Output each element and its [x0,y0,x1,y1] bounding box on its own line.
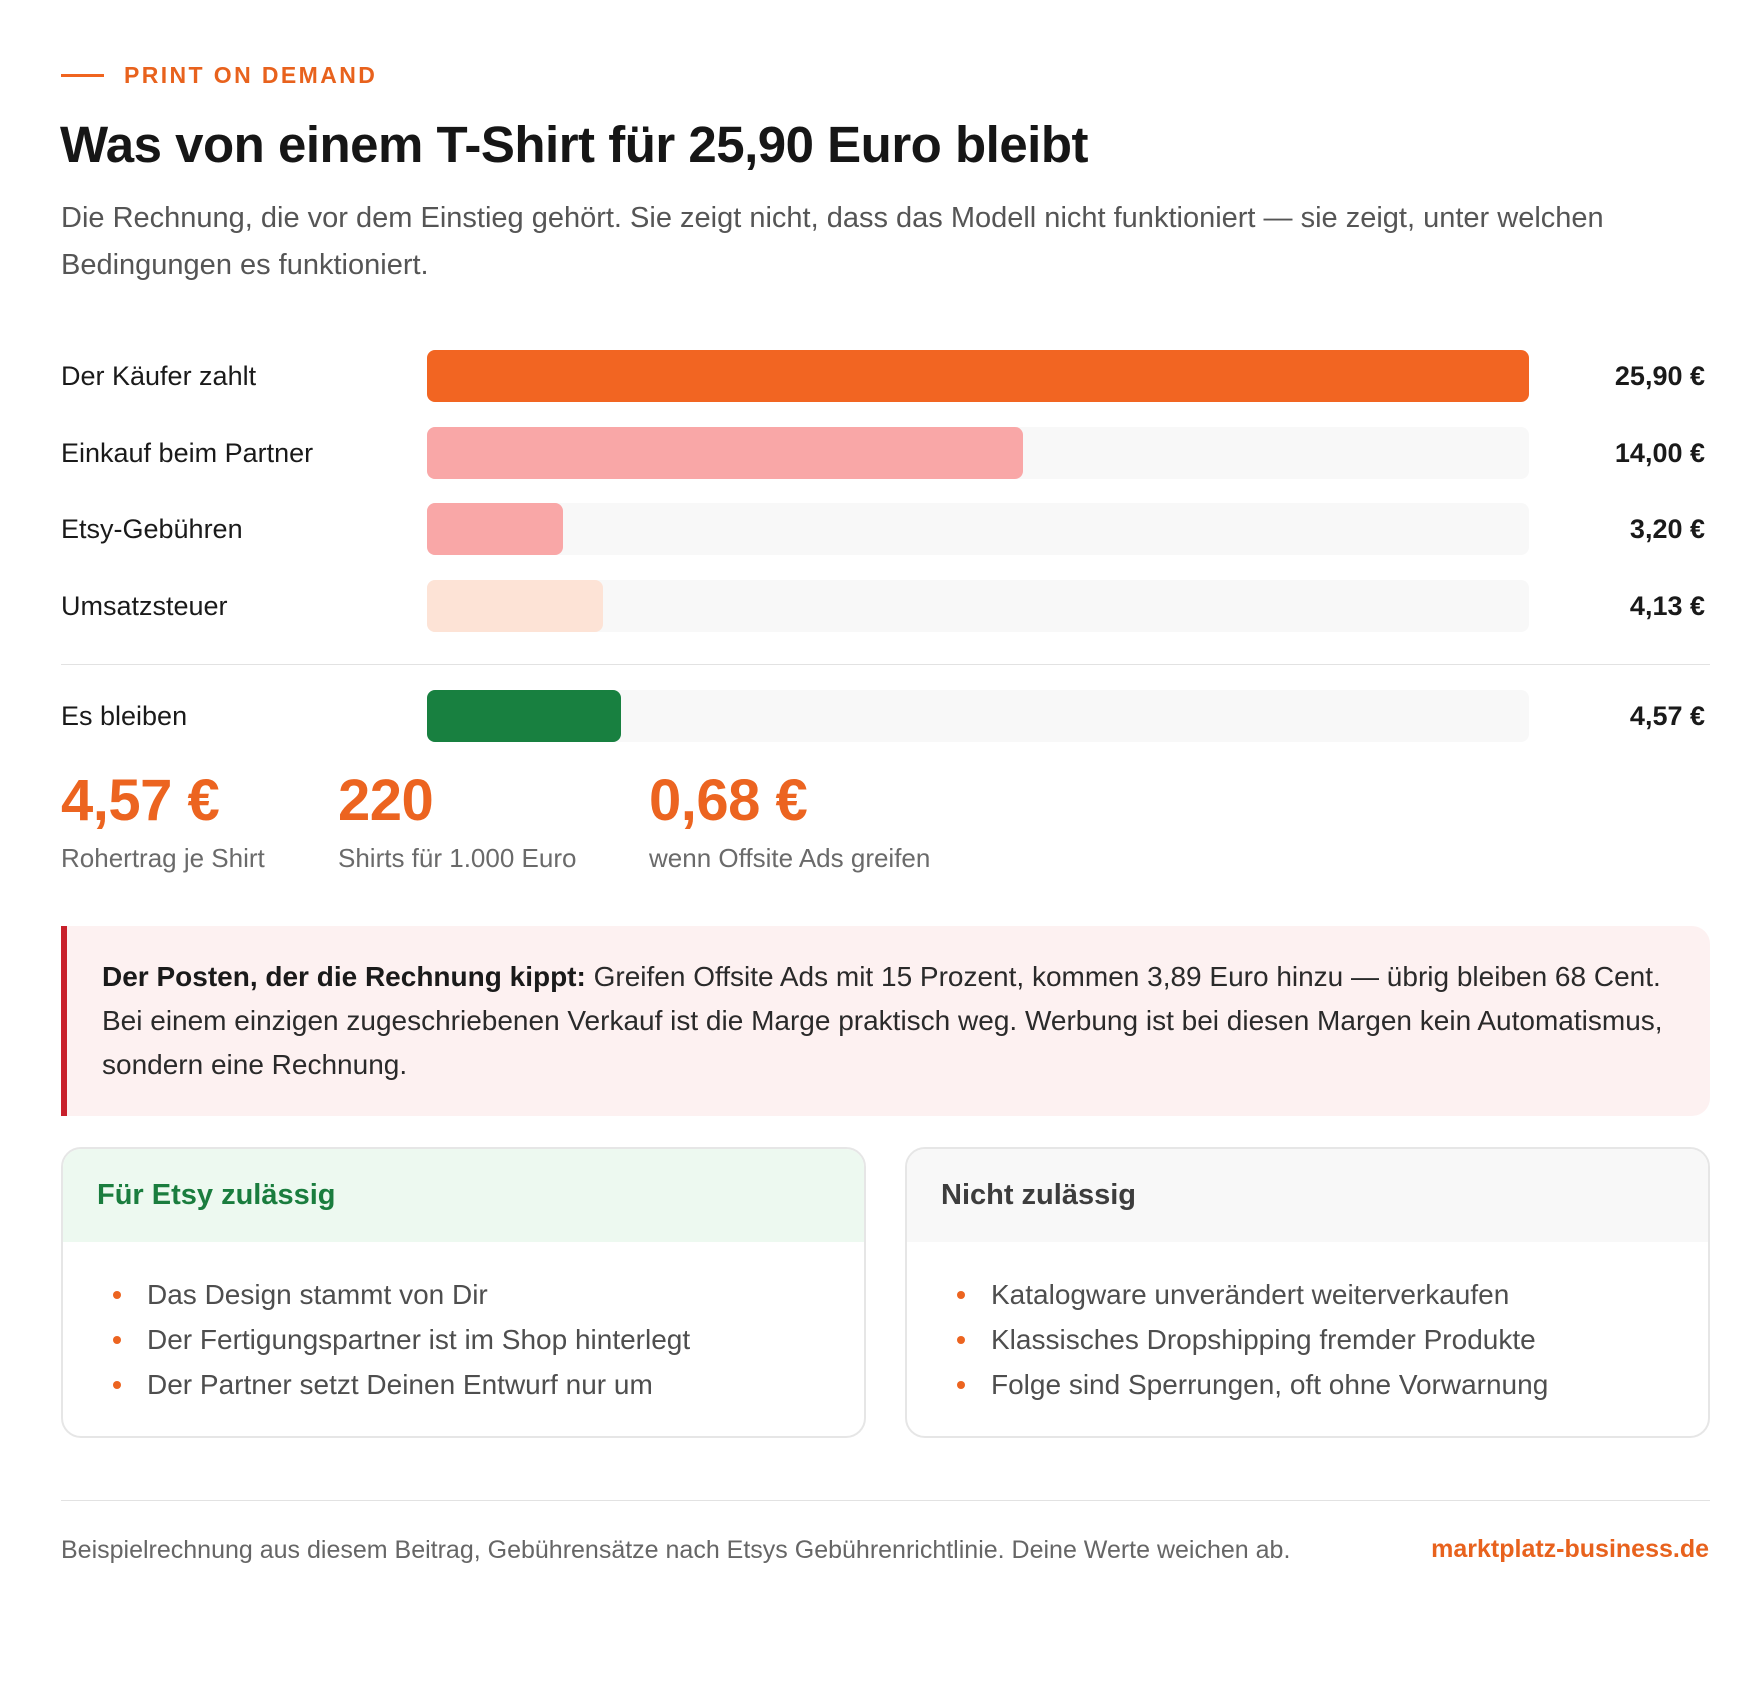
bar-purchase [427,427,1023,479]
bar-label: Einkauf beim Partner [61,438,314,468]
stat-value: 0,68 € [649,768,808,833]
footnote: Beispielrechnung aus diesem Beitrag, Geb… [61,1536,1291,1564]
page-subtitle: Die Rechnung, die vor dem Einstieg gehör… [61,202,1604,281]
chart-divider [61,664,1710,665]
bar-row-remainder: Es bleiben 4,57 € [61,690,1705,742]
bar-buyer [427,350,1529,402]
bar-label: Der Käufer zahlt [61,361,257,391]
bar-etsy-fees [427,503,564,555]
eyebrow-text: PRINT ON DEMAND [124,62,378,88]
list-item-text: Folge sind Sperrungen, oft ohne Vorwarnu… [991,1369,1549,1400]
stat-shirts-needed: 220 Shirts für 1.000 Euro [338,768,576,875]
stat-label: wenn Offsite Ads greifen [649,843,931,873]
list-item: Der Partner setzt Deinen Entwurf nur um [113,1362,864,1407]
eyebrow: PRINT ON DEMAND [61,62,377,89]
bullet-dot-icon [113,1291,121,1299]
bar-value: 4,57 € [1629,701,1705,731]
bar-row-etsy-fees: Etsy-Gebühren 3,20 € [61,503,1705,555]
list-item: Das Design stammt von Dir [113,1272,864,1317]
eyebrow-accent-line [61,74,104,77]
list-item-text: Der Partner setzt Deinen Entwurf nur um [147,1369,653,1400]
bar-row-purchase: Einkauf beim Partner 14,00 € [61,427,1705,479]
card-allowed: Für Etsy zulässig Das Design stammt von … [61,1147,866,1438]
bar-track [427,690,1529,742]
bullet-dot-icon [957,1291,965,1299]
bullet-dot-icon [957,1381,965,1389]
card-allowed-list: Das Design stammt von Dir Der Fertigungs… [63,1242,864,1407]
bar-value: 25,90 € [1614,361,1705,391]
stat-value: 220 [338,768,434,833]
bar-track [427,503,1529,555]
stat-label: Rohertrag je Shirt [61,843,265,873]
bar-label: Etsy-Gebühren [61,514,243,544]
warning-callout: Der Posten, der die Rechnung kippt: Grei… [61,926,1710,1116]
list-item-text: Klassisches Dropshipping fremder Produkt… [991,1324,1536,1355]
card-not-allowed: Nicht zulässig Katalogware unverändert w… [905,1147,1710,1438]
list-item-text: Katalogware unverändert weiterverkaufen [991,1279,1510,1310]
page-title: Was von einem T-Shirt für 25,90 Euro ble… [60,116,1088,173]
list-item: Klassisches Dropshipping fremder Produkt… [957,1317,1708,1362]
bar-track [427,350,1529,402]
warning-text: Greifen Offsite Ads mit 15 Prozent, komm… [102,961,1663,1080]
bar-track [427,580,1529,632]
list-item: Katalogware unverändert weiterverkaufen [957,1272,1708,1317]
bar-value: 3,20 € [1629,514,1705,544]
list-item: Folge sind Sperrungen, oft ohne Vorwarnu… [957,1362,1708,1407]
stat-label: Shirts für 1.000 Euro [338,843,577,873]
stat-offsite-ads: 0,68 € wenn Offsite Ads greifen [649,768,930,875]
bar-vat [427,580,603,632]
bar-label: Umsatzsteuer [61,591,228,621]
list-item-text: Das Design stammt von Dir [147,1279,488,1310]
card-not-allowed-list: Katalogware unverändert weiterverkaufen … [907,1242,1708,1407]
footer-divider [61,1500,1710,1501]
bullet-dot-icon [113,1336,121,1344]
card-allowed-title: Für Etsy zulässig [63,1149,864,1242]
bar-row-buyer: Der Käufer zahlt 25,90 € [61,350,1705,402]
bar-track [427,427,1529,479]
warning-lead: Der Posten, der die Rechnung kippt: [102,961,586,992]
stat-value: 4,57 € [61,768,220,833]
bar-label: Es bleiben [61,701,188,731]
bar-row-vat: Umsatzsteuer 4,13 € [61,580,1705,632]
stat-gross-profit: 4,57 € Rohertrag je Shirt [61,768,265,875]
bullet-dot-icon [957,1336,965,1344]
bar-value: 14,00 € [1614,438,1705,468]
bar-value: 4,13 € [1629,591,1705,621]
card-not-allowed-title: Nicht zulässig [907,1149,1708,1242]
list-item: Der Fertigungspartner ist im Shop hinter… [113,1317,864,1362]
bullet-dot-icon [113,1381,121,1389]
brand-link[interactable]: marktplatz-business.de [1431,1535,1709,1563]
bar-remainder [427,690,622,742]
list-item-text: Der Fertigungspartner ist im Shop hinter… [147,1324,691,1355]
